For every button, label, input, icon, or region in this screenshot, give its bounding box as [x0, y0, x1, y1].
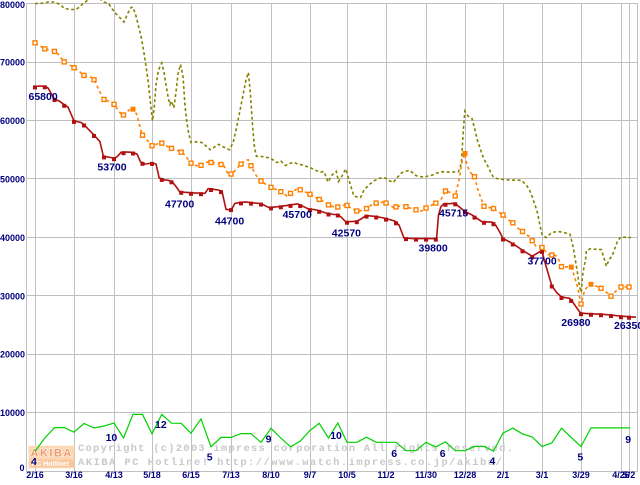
svg-text:6: 6: [391, 448, 397, 460]
svg-text:5: 5: [207, 452, 213, 464]
svg-text:45715: 45715: [439, 207, 468, 219]
svg-text:3/16: 3/16: [65, 470, 83, 480]
svg-text:39800: 39800: [419, 243, 448, 255]
svg-text:53700: 53700: [97, 162, 126, 174]
svg-text:9/7: 9/7: [304, 470, 317, 480]
svg-text:12: 12: [155, 419, 167, 431]
svg-text:42570: 42570: [332, 228, 361, 240]
svg-text:12/28: 12/28: [454, 470, 477, 480]
svg-text:5/2: 5/2: [623, 470, 636, 480]
svg-text:20000: 20000: [0, 350, 25, 360]
svg-text:11/30: 11/30: [415, 470, 437, 480]
svg-text:11/2: 11/2: [377, 470, 394, 480]
svg-text:10/5: 10/5: [338, 470, 356, 480]
svg-text:80000: 80000: [0, 0, 25, 10]
svg-text:70000: 70000: [0, 58, 25, 68]
svg-text:2/1: 2/1: [497, 470, 510, 480]
svg-text:45700: 45700: [283, 209, 312, 221]
svg-text:47700: 47700: [165, 198, 194, 210]
svg-text:Copyright (c)2003 impress corp: Copyright (c)2003 impress corporation Al…: [78, 443, 514, 455]
svg-text:10000: 10000: [0, 408, 25, 418]
svg-text:26980: 26980: [561, 317, 590, 329]
svg-text:4/26: 4/26: [612, 470, 630, 480]
svg-text:44700: 44700: [215, 216, 244, 228]
svg-text:3/29: 3/29: [572, 470, 590, 480]
svg-text:AKIBA PC Hotline! http://www: AKIBA PC Hotline! http://www.watch.impre…: [78, 457, 503, 469]
svg-text:7/13: 7/13: [222, 470, 240, 480]
svg-text:5/18: 5/18: [143, 470, 161, 480]
svg-text:AKIBA: AKIBA: [31, 448, 73, 460]
svg-text:6: 6: [440, 448, 446, 460]
svg-text:10: 10: [106, 432, 118, 444]
svg-text:50000: 50000: [0, 174, 25, 184]
svg-text:PC Hotline!: PC Hotline!: [32, 461, 70, 468]
svg-text:3/1: 3/1: [536, 470, 549, 480]
svg-text:5: 5: [577, 452, 583, 464]
svg-text:9: 9: [625, 434, 631, 446]
svg-text:9: 9: [266, 434, 272, 446]
svg-text:6/15: 6/15: [182, 470, 200, 480]
svg-text:60000: 60000: [0, 116, 25, 126]
svg-text:30000: 30000: [0, 291, 25, 301]
svg-text:2/16: 2/16: [26, 470, 44, 480]
svg-text:40000: 40000: [0, 233, 25, 243]
svg-text:37700: 37700: [528, 255, 557, 267]
svg-text:26350: 26350: [614, 320, 640, 332]
svg-text:4: 4: [490, 456, 496, 468]
svg-text:65800: 65800: [29, 91, 58, 103]
svg-text:0: 0: [19, 463, 24, 473]
svg-text:4: 4: [31, 456, 37, 468]
svg-text:8/10: 8/10: [262, 470, 280, 480]
svg-text:10: 10: [330, 430, 342, 442]
svg-text:4/13: 4/13: [105, 470, 123, 480]
